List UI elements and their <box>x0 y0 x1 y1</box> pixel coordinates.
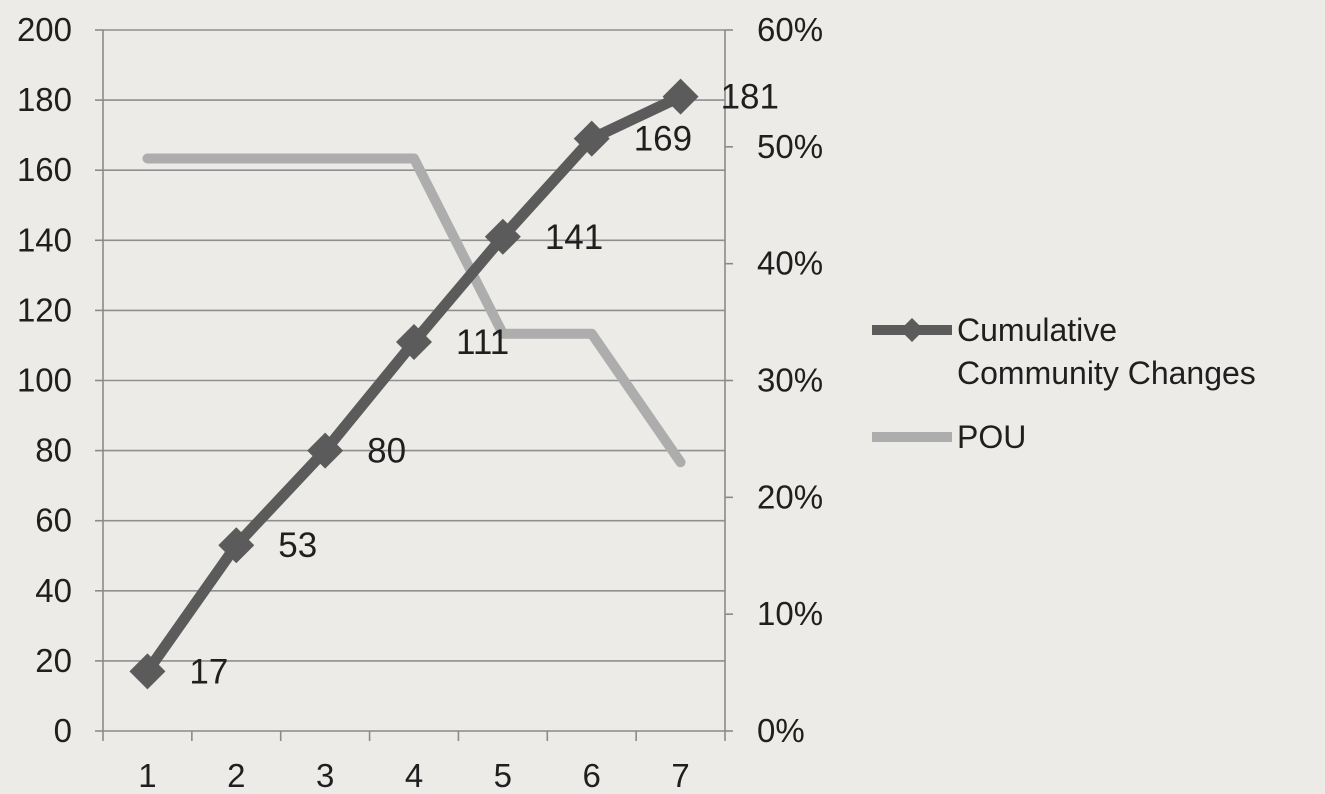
right-y-tick-label: 60% <box>757 11 823 48</box>
legend-item-pou: POU <box>872 419 1026 455</box>
left-y-tick-label: 180 <box>17 81 72 118</box>
right-y-tick-label: 50% <box>757 128 823 165</box>
data-point-diamond <box>662 78 699 115</box>
left-y-tick-label: 120 <box>17 291 72 328</box>
data-label: 169 <box>634 120 692 159</box>
right-y-axis-ticks: 0% 10% 20% 30% 40% 50% 60% <box>725 11 823 749</box>
left-y-axis-ticks: 0 20 40 60 80 100 120 140 160 180 200 <box>17 11 103 749</box>
left-y-tick-label: 200 <box>17 11 72 48</box>
data-point-diamond <box>307 432 344 469</box>
series-line-pou <box>142 153 686 468</box>
data-label: 111 <box>456 323 509 362</box>
series-line-cumulative <box>141 91 687 677</box>
right-y-tick-label: 0% <box>757 712 805 749</box>
left-y-tick-label: 100 <box>17 362 72 399</box>
data-label: 17 <box>189 652 228 691</box>
x-tick-label: 1 <box>138 757 156 794</box>
legend: Cumulative Community Changes POU <box>872 312 1256 455</box>
legend-label-pou: POU <box>957 419 1026 455</box>
data-point-diamond <box>484 218 521 255</box>
data-label: 53 <box>278 526 317 565</box>
left-y-tick-label: 0 <box>54 712 72 749</box>
right-y-tick-label: 40% <box>757 245 823 282</box>
series <box>129 78 699 690</box>
legend-label-cumulative-line2: Community Changes <box>957 355 1256 391</box>
data-label: 141 <box>545 218 603 257</box>
legend-marker-diamond <box>900 318 924 342</box>
x-tick-label: 5 <box>494 757 512 794</box>
data-label: 181 <box>721 78 779 117</box>
data-point-diamond <box>396 323 432 360</box>
x-tick-label: 3 <box>316 757 334 794</box>
right-y-tick-label: 30% <box>757 362 823 399</box>
x-tick-label: 2 <box>227 757 245 794</box>
data-point-diamond <box>129 653 166 690</box>
left-y-tick-label: 40 <box>35 572 72 609</box>
left-y-tick-label: 160 <box>17 151 72 188</box>
left-y-tick-label: 20 <box>35 642 72 679</box>
right-y-tick-label: 20% <box>757 478 823 515</box>
legend-label-cumulative-line1: Cumulative <box>957 312 1117 348</box>
data-point-diamond <box>218 527 255 564</box>
data-label: 80 <box>367 432 406 471</box>
legend-item-cumulative: Cumulative Community Changes <box>872 312 1256 391</box>
left-y-tick-label: 140 <box>17 221 72 258</box>
x-tick-label: 6 <box>583 757 601 794</box>
data-labels: 17 53 80 111 141 169 181 <box>189 78 779 692</box>
x-tick-label: 4 <box>405 757 423 794</box>
left-y-tick-label: 60 <box>35 502 72 539</box>
right-y-tick-label: 10% <box>757 595 823 632</box>
left-y-tick-label: 80 <box>35 432 72 469</box>
data-point-diamond <box>573 120 610 157</box>
x-axis-ticks: 1 2 3 4 5 6 7 <box>102 731 726 794</box>
x-tick-label: 7 <box>671 757 689 794</box>
